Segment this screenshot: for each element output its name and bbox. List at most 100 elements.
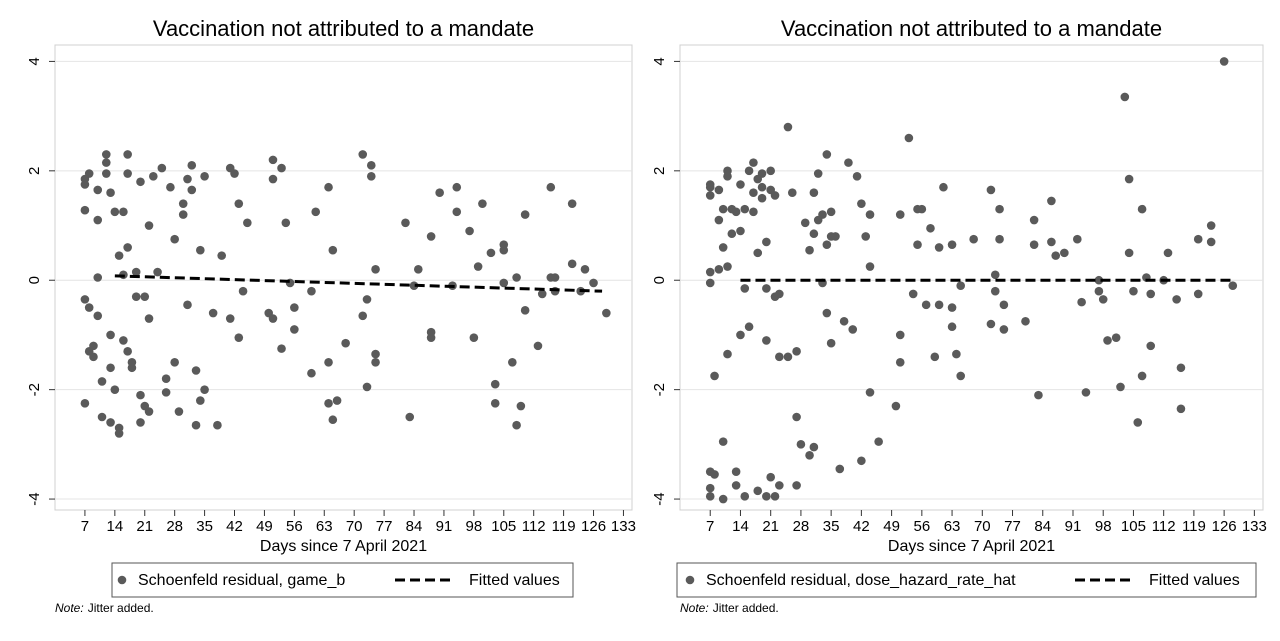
data-point <box>225 314 235 323</box>
y-tick-label: 2 <box>651 167 668 175</box>
data-point <box>413 264 423 274</box>
data-point <box>358 150 368 159</box>
data-point <box>766 472 775 482</box>
data-point <box>1137 204 1147 214</box>
data-point <box>857 199 866 208</box>
data-point <box>990 270 1000 280</box>
data-point <box>268 155 278 165</box>
data-point <box>995 204 1004 214</box>
data-point <box>740 204 750 214</box>
x-tick-label: 49 <box>883 518 900 535</box>
legend-box <box>676 562 1257 598</box>
x-axis-label: Days since 7 April 2021 <box>260 538 427 555</box>
data-point <box>144 407 154 416</box>
data-point <box>149 171 158 181</box>
data-point <box>311 207 321 217</box>
data-point <box>452 182 462 192</box>
data-point <box>1129 286 1138 296</box>
data-point <box>783 122 793 132</box>
data-point <box>999 300 1009 310</box>
data-point <box>366 161 376 170</box>
data-point <box>757 182 767 192</box>
data-point <box>277 344 286 353</box>
data-point <box>822 240 832 249</box>
x-tick-label: 84 <box>1034 518 1051 535</box>
data-point <box>362 382 372 392</box>
x-tick-label: 105 <box>1121 518 1146 535</box>
data-point <box>775 481 784 490</box>
plot-area <box>679 44 1264 511</box>
data-point <box>166 182 175 192</box>
data-point <box>792 481 801 490</box>
data-point <box>161 388 171 397</box>
data-point <box>277 163 286 173</box>
data-point <box>1176 404 1186 414</box>
data-point <box>123 150 132 159</box>
data-point <box>238 286 248 296</box>
data-point <box>757 193 767 203</box>
data-point <box>895 330 905 340</box>
data-point <box>826 338 836 348</box>
data-point <box>602 308 611 318</box>
data-point <box>200 385 209 394</box>
data-point <box>401 218 410 228</box>
data-point <box>486 248 496 258</box>
data-point <box>1206 221 1216 230</box>
data-point <box>123 347 132 356</box>
x-tick-label: 21 <box>136 518 153 535</box>
data-point <box>567 259 577 269</box>
data-point <box>520 210 530 219</box>
data-point <box>835 464 845 474</box>
data-point <box>1137 371 1147 381</box>
data-point <box>478 199 487 208</box>
data-point <box>809 442 819 452</box>
x-tick-label: 126 <box>581 518 606 535</box>
data-point <box>744 322 754 332</box>
data-point <box>809 188 819 198</box>
data-point <box>718 243 728 252</box>
data-point <box>861 232 870 241</box>
data-point <box>986 185 996 195</box>
x-tick-label: 91 <box>1065 518 1082 535</box>
data-point <box>740 284 750 293</box>
data-point <box>490 379 500 389</box>
x-tick-label: 133 <box>1242 518 1267 535</box>
x-tick-label: 133 <box>611 518 636 535</box>
data-point <box>426 333 436 342</box>
x-tick-label: 28 <box>793 518 810 535</box>
data-point <box>106 363 115 373</box>
data-point <box>426 232 436 241</box>
data-point <box>371 357 380 367</box>
x-tick-label: 119 <box>1182 518 1206 535</box>
data-point <box>718 437 728 446</box>
legend-label: Fitted values <box>1149 572 1240 589</box>
chart-title: Vaccination not attributed to a mandate <box>781 16 1162 41</box>
data-point <box>956 371 966 381</box>
data-point <box>1029 215 1039 225</box>
data-point <box>762 284 771 293</box>
data-point <box>1133 418 1143 427</box>
data-point <box>136 390 145 400</box>
data-point <box>753 248 763 258</box>
data-point <box>106 330 115 340</box>
data-point <box>770 492 780 501</box>
y-tick-label: 2 <box>26 167 43 175</box>
data-point <box>710 371 719 381</box>
data-point <box>1193 289 1203 299</box>
data-point <box>1103 336 1112 345</box>
y-tick-label: 0 <box>651 276 668 284</box>
x-tick-label: 91 <box>436 518 453 535</box>
data-point <box>119 207 128 217</box>
data-point <box>469 333 479 342</box>
data-point <box>1029 240 1039 249</box>
data-point <box>822 150 832 159</box>
legend-marker <box>685 575 695 585</box>
data-point <box>89 341 98 351</box>
data-point <box>84 303 94 312</box>
data-point <box>328 245 338 255</box>
data-point <box>705 180 715 189</box>
data-point <box>762 237 771 247</box>
data-point <box>452 207 462 217</box>
data-point <box>1081 388 1091 397</box>
